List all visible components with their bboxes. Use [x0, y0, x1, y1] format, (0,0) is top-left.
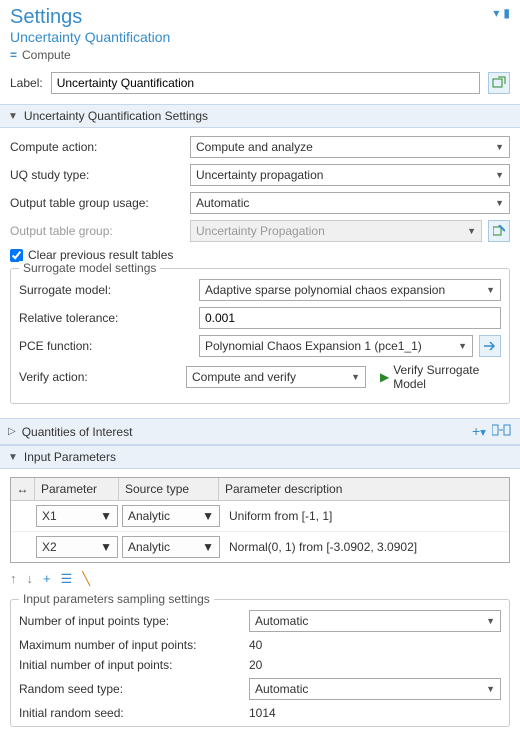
- uq-study-type-label: UQ study type:: [10, 168, 190, 182]
- separator-icon[interactable]: [492, 423, 512, 440]
- chevron-down-icon: ▼: [486, 616, 495, 626]
- chevron-down-icon: ▼: [351, 372, 360, 382]
- source-column-header[interactable]: Source type: [119, 478, 219, 500]
- sampling-group-legend: Input parameters sampling settings: [19, 592, 214, 606]
- init-seed-value: 1014: [249, 706, 501, 720]
- verify-surrogate-label: Verify Surrogate Model: [393, 363, 501, 391]
- surrogate-group-legend: Surrogate model settings: [19, 261, 160, 275]
- table-row[interactable]: X1▼ Analytic▼ Uniform from [-1, 1]: [11, 501, 509, 532]
- label-field-label: Label:: [10, 76, 43, 90]
- init-seed-label: Initial random seed:: [19, 706, 249, 720]
- verify-surrogate-button[interactable]: ▶ Verify Surrogate Model: [380, 363, 501, 391]
- table-group-label: Output table group:: [10, 224, 190, 238]
- init-points-value: 20: [249, 658, 501, 672]
- section-header-uq-settings[interactable]: ▼ Uncertainty Quantification Settings: [0, 104, 520, 128]
- table-usage-dropdown[interactable]: Automatic▼: [190, 192, 510, 214]
- chevron-down-icon: ▼: [495, 142, 504, 152]
- max-points-label: Maximum number of input points:: [19, 638, 249, 652]
- collapse-icon[interactable]: ▾: [493, 6, 499, 20]
- move-down-icon[interactable]: ↓: [27, 571, 34, 587]
- page-title: Settings: [10, 6, 170, 29]
- table-row[interactable]: X2▼ Analytic▼ Normal(0, 1) from [-3.0902…: [11, 532, 509, 562]
- verify-action-dropdown[interactable]: Compute and verify▼: [186, 366, 366, 388]
- chevron-down-icon: ▼: [467, 226, 476, 236]
- npoints-type-label: Number of input points type:: [19, 614, 249, 628]
- chevron-down-icon: ▼: [202, 540, 214, 554]
- chevron-down-icon: ▼: [100, 509, 112, 523]
- clear-previous-label: Clear previous result tables: [28, 248, 173, 262]
- surrogate-model-label: Surrogate model:: [19, 283, 199, 297]
- section-title: Input Parameters: [24, 450, 512, 464]
- table-group-goto-button[interactable]: [488, 220, 510, 242]
- compute-label: Compute: [22, 48, 71, 62]
- desc-cell: Uniform from [-1, 1]: [224, 507, 506, 525]
- add-icon[interactable]: +▾: [472, 423, 486, 440]
- add-row-icon[interactable]: +: [43, 571, 51, 587]
- uq-study-type-dropdown[interactable]: Uncertainty propagation▼: [190, 164, 510, 186]
- chevron-down-icon: ▼: [495, 198, 504, 208]
- chevron-down-icon: ▼: [458, 341, 467, 351]
- chevron-down-icon: ▼: [495, 170, 504, 180]
- param-cell-dropdown[interactable]: X1▼: [36, 505, 118, 527]
- param-cell-dropdown[interactable]: X2▼: [36, 536, 118, 558]
- expand-icon: ▼: [8, 452, 18, 463]
- label-link-button[interactable]: [488, 72, 510, 94]
- table-group-dropdown: Uncertainty Propagation▼: [190, 220, 482, 242]
- seed-type-dropdown[interactable]: Automatic▼: [249, 678, 501, 700]
- goto-icon: [484, 340, 496, 352]
- chevron-down-icon: ▼: [100, 540, 112, 554]
- goto-icon: [493, 225, 505, 237]
- compute-icon: =: [10, 48, 17, 62]
- source-cell-dropdown[interactable]: Analytic▼: [122, 536, 220, 558]
- chevron-down-icon: ▼: [202, 509, 214, 523]
- seed-type-label: Random seed type:: [19, 682, 249, 696]
- compute-action-dropdown[interactable]: Compute and analyze▼: [190, 136, 510, 158]
- init-points-label: Initial number of input points:: [19, 658, 249, 672]
- pce-goto-button[interactable]: [479, 335, 501, 357]
- clear-icon[interactable]: ╲: [82, 571, 90, 587]
- collapse-icon: ▷: [8, 426, 16, 437]
- npoints-type-dropdown[interactable]: Automatic▼: [249, 610, 501, 632]
- chevron-down-icon: ▼: [486, 285, 495, 295]
- play-icon: ▶: [380, 370, 389, 384]
- section-title: Quantities of Interest: [22, 425, 466, 439]
- parameter-table: ↔ Parameter Source type Parameter descri…: [10, 477, 510, 563]
- source-cell-dropdown[interactable]: Analytic▼: [122, 505, 220, 527]
- page-subtitle: Uncertainty Quantification: [10, 29, 170, 45]
- tag-icon: [492, 76, 506, 90]
- verify-action-label: Verify action:: [19, 370, 180, 384]
- section-header-input-params[interactable]: ▼ Input Parameters: [0, 445, 520, 469]
- rel-tol-label: Relative tolerance:: [19, 311, 199, 325]
- table-usage-label: Output table group usage:: [10, 196, 190, 210]
- move-up-icon[interactable]: ↑: [10, 571, 17, 587]
- compute-action-label: Compute action:: [10, 140, 190, 154]
- compute-button[interactable]: = Compute: [10, 48, 510, 62]
- pce-function-label: PCE function:: [19, 339, 199, 353]
- list-icon[interactable]: ☰: [61, 571, 73, 587]
- pin-icon[interactable]: ▮: [503, 6, 510, 20]
- move-column-header[interactable]: ↔: [11, 478, 35, 500]
- rel-tol-input[interactable]: [199, 307, 501, 329]
- section-title: Uncertainty Quantification Settings: [24, 109, 512, 123]
- expand-icon: ▼: [8, 111, 18, 122]
- max-points-value: 40: [249, 638, 501, 652]
- surrogate-model-dropdown[interactable]: Adaptive sparse polynomial chaos expansi…: [199, 279, 501, 301]
- desc-column-header[interactable]: Parameter description: [219, 478, 509, 500]
- clear-previous-checkbox[interactable]: [10, 249, 23, 262]
- section-header-qoi[interactable]: ▷ Quantities of Interest +▾: [0, 418, 520, 445]
- desc-cell: Normal(0, 1) from [-3.0902, 3.0902]: [224, 538, 506, 556]
- chevron-down-icon: ▼: [486, 684, 495, 694]
- param-column-header[interactable]: Parameter: [35, 478, 119, 500]
- label-input[interactable]: [51, 72, 480, 94]
- pce-function-dropdown[interactable]: Polynomial Chaos Expansion 1 (pce1_1)▼: [199, 335, 473, 357]
